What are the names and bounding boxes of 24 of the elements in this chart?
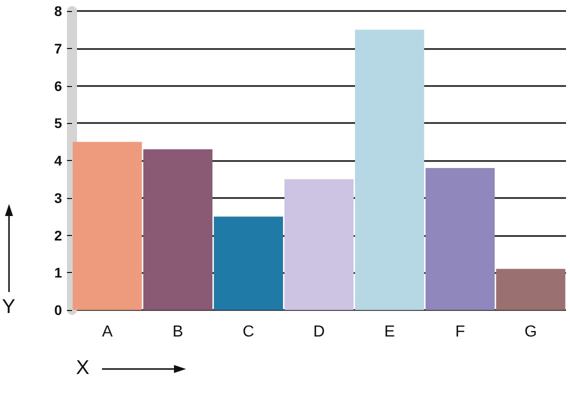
x-tick-label: E <box>384 324 395 340</box>
bar <box>426 168 495 310</box>
bar <box>284 179 354 310</box>
bar <box>496 268 566 310</box>
y-tick-label: 0 <box>54 302 62 318</box>
x-tick-label: D <box>313 324 325 340</box>
y-axis-title: Y <box>2 296 16 319</box>
bar <box>143 149 212 310</box>
x-tick-label: A <box>102 324 113 340</box>
x-tick-label: C <box>242 324 254 340</box>
y-tick-label: 6 <box>54 78 62 94</box>
x-tick-label: G <box>524 324 537 340</box>
y-tick-label: 5 <box>54 115 62 132</box>
x-tick-label: B <box>172 324 184 340</box>
y-tick-label: 2 <box>54 227 62 244</box>
y-tick-label: 1 <box>54 264 62 281</box>
bar <box>354 30 424 310</box>
x-tick-label: F <box>455 324 466 340</box>
y-tick-label: 3 <box>54 190 62 206</box>
y-tick-label: 4 <box>54 152 62 168</box>
x-axis-title: X <box>76 357 90 380</box>
bar <box>214 216 284 310</box>
y-tick-label: 8 <box>54 3 62 19</box>
y-tick-label: 7 <box>54 40 62 56</box>
